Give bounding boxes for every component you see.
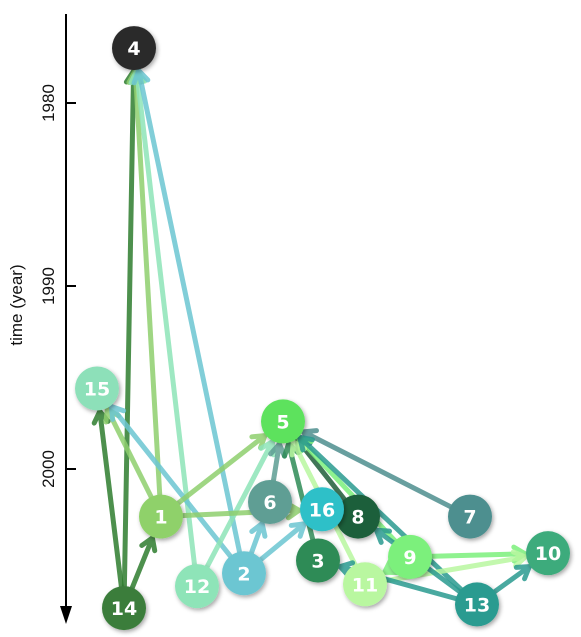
edge-arrowhead [249,519,268,539]
edge-arrowhead [288,520,308,539]
edge-line [97,408,125,593]
edge-line [121,68,137,593]
node-circle[interactable] [296,538,340,583]
node-label: 8 [351,507,364,529]
edge-line [134,68,198,571]
node-14[interactable]: 14 [102,586,146,631]
node-label: 2 [237,563,250,585]
node-circle[interactable] [343,562,387,607]
node-2[interactable]: 2 [222,551,266,596]
node-10[interactable]: 10 [526,531,570,576]
node-circle[interactable] [336,494,380,539]
edge-14-to-1 [128,533,158,594]
node-circle[interactable] [102,586,146,631]
edge-line [108,403,236,562]
y-tick-label-2000: 2000 [39,450,58,488]
node-15[interactable]: 15 [75,366,119,411]
y-axis-label: time (year) [7,264,26,345]
edge-line [425,551,528,559]
node-13[interactable]: 13 [455,582,499,627]
node-circle[interactable] [526,531,570,576]
node-label: 4 [127,38,140,60]
edge-arrowhead [296,434,316,453]
edge-arrowhead [380,558,401,576]
node-label: 11 [352,574,378,596]
node-label: 9 [403,547,416,569]
time-axis: 1980 1990 2000 time (year) [7,14,76,624]
edge-line [104,406,156,503]
edge-line [247,521,265,559]
node-9[interactable]: 9 [388,534,432,579]
node-circle[interactable] [248,479,292,524]
edge-2-to-4 [131,66,243,559]
node-5[interactable]: 5 [261,399,305,444]
edge-13-to-5 [296,434,467,595]
edge-1-to-5 [172,432,269,509]
edge-line [270,441,282,487]
y-tick-label-1990: 1990 [39,267,58,305]
node-circle[interactable] [139,494,183,539]
edge-2-to-15 [108,402,236,562]
node-label: 14 [111,598,137,620]
edge-line [296,435,401,547]
node-11[interactable]: 11 [343,562,387,607]
node-circle[interactable] [112,26,156,71]
edge-line [132,68,163,502]
edge-line [128,535,155,594]
node-circle[interactable] [75,366,119,411]
edge-14-to-15 [91,406,125,593]
edge-arrowhead [372,527,393,545]
edge-line [489,564,532,597]
node-label: 5 [276,411,289,433]
node-circle[interactable] [388,534,432,579]
edge-line [136,68,243,559]
node-circle[interactable] [448,494,492,539]
edge-arrowhead [249,432,269,451]
edge-arrowhead [268,439,287,459]
node-circle[interactable] [300,487,344,532]
node-1[interactable]: 1 [139,494,183,539]
node-label: 13 [464,594,490,616]
edge-arrowhead [139,533,158,554]
node-circle[interactable] [455,582,499,627]
edge-2-to-16 [255,520,308,565]
edge-13-to-10 [489,563,534,597]
node-4[interactable]: 4 [112,26,156,71]
edge-2-to-6 [247,519,268,559]
node-label: 7 [463,507,476,529]
node-16[interactable]: 16 [300,487,344,532]
edge-line [202,439,275,573]
node-circle[interactable] [261,399,305,444]
y-tick-label-1980: 1980 [39,84,58,122]
node-3[interactable]: 3 [296,538,340,583]
edge-arrowhead [108,402,127,422]
node-label: 15 [84,378,110,400]
node-6[interactable]: 6 [248,479,292,524]
edge-line [297,434,467,595]
edge-arrowhead [513,563,534,582]
node-circle[interactable] [175,564,219,609]
edge-arrowhead [510,549,530,569]
edge-line [300,429,457,511]
edge-line [255,521,307,565]
node-label: 1 [154,507,167,529]
node-7[interactable]: 7 [448,494,492,539]
node-label: 6 [263,492,276,514]
node-label: 3 [311,551,324,573]
time-axis-arrowhead [60,606,72,624]
node-label: 12 [184,576,210,598]
edge-arrowhead [335,560,356,579]
node-label: 10 [535,543,561,565]
node-circle[interactable] [222,551,266,596]
edge-line [172,433,268,509]
edge-6-to-5 [268,439,287,487]
edge-arrowhead [131,66,151,86]
node-12[interactable]: 12 [175,564,219,609]
node-label: 16 [309,499,335,521]
node-8[interactable]: 8 [336,494,380,539]
